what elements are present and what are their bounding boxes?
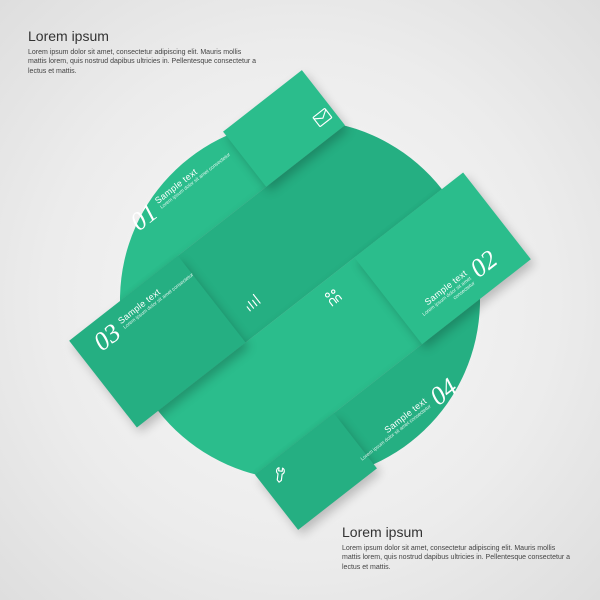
header-block: Lorem ipsum Lorem ipsum dolor sit amet, … bbox=[28, 28, 258, 76]
footer-body: Lorem ipsum dolor sit amet, consectetur … bbox=[342, 544, 572, 572]
header-body: Lorem ipsum dolor sit amet, consectetur … bbox=[28, 48, 258, 76]
footer-title: Lorem ipsum bbox=[342, 524, 572, 540]
footer-block: Lorem ipsum Lorem ipsum dolor sit amet, … bbox=[342, 524, 572, 572]
header-title: Lorem ipsum bbox=[28, 28, 258, 44]
infographic-circle: 01Sample textLorem ipsum dolor sit amet … bbox=[47, 47, 552, 552]
